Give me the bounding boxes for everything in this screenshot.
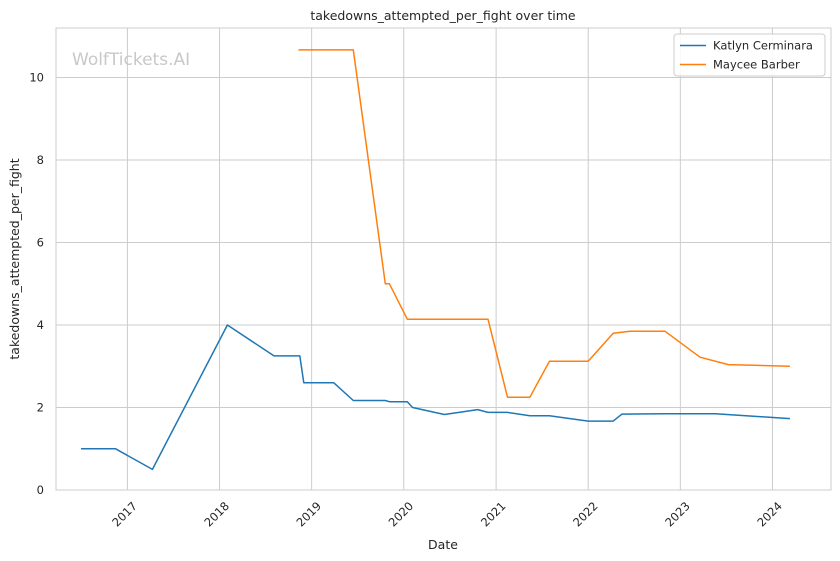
legend-label-katlyn-cerminara: Katlyn Cerminara	[713, 39, 813, 53]
y-tick-label: 2	[37, 401, 44, 415]
chart-title: takedowns_attempted_per_fight over time	[310, 8, 576, 23]
y-tick-label: 10	[29, 71, 44, 85]
y-tick-label: 8	[37, 153, 44, 167]
series-line-katlyn-cerminara	[81, 324, 790, 471]
chart-marks	[81, 49, 790, 471]
plot-frame	[55, 27, 832, 491]
series-line-maycee-barber	[298, 49, 790, 398]
watermark: WolfTickets.AI	[72, 50, 190, 70]
y-tick-label: 4	[37, 318, 44, 332]
x-axis-title: Date	[428, 537, 458, 552]
y-tick-label: 6	[37, 236, 44, 250]
legend-label-maycee-barber: Maycee Barber	[713, 58, 800, 72]
y-axis-title: takedowns_attempted_per_fight	[7, 158, 22, 359]
y-tick-label: 0	[37, 483, 44, 497]
legend-box	[673, 33, 826, 77]
legend: Katlyn Cerminara Maycee Barber	[673, 33, 826, 77]
